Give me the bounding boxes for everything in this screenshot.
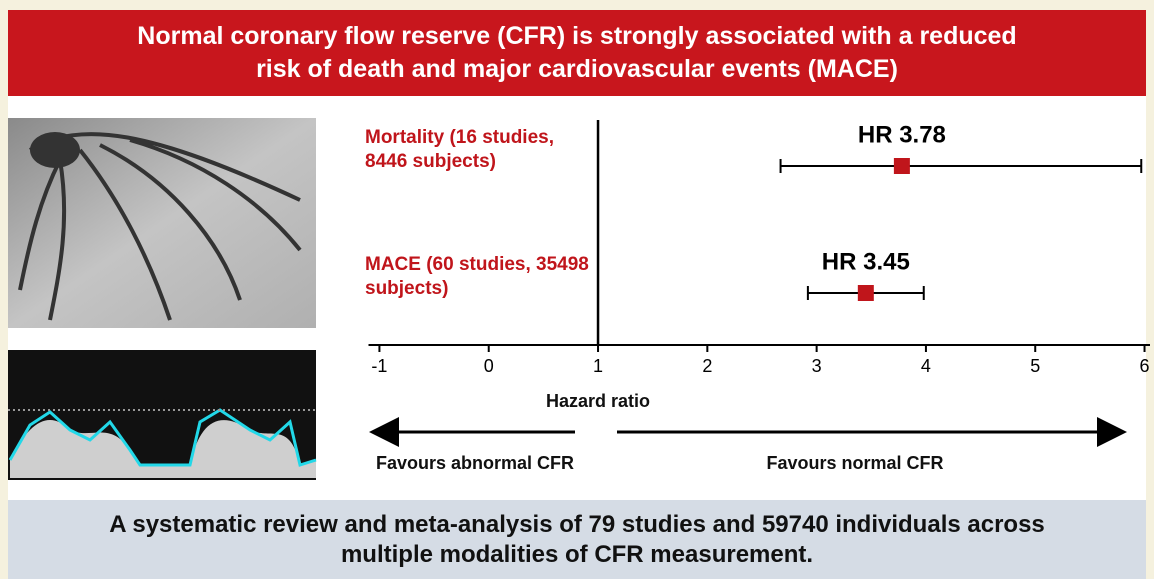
x-tick-label: 6 (1140, 356, 1150, 376)
value-label: HR 3.45 (822, 248, 910, 275)
category-label: MACE (60 studies, 35498 subjects) (365, 253, 595, 301)
x-tick-label: 1 (593, 356, 603, 376)
x-axis-label: Hazard ratio (488, 390, 708, 412)
annotation: Favours abnormal CFR (365, 452, 585, 474)
x-tick-label: 3 (812, 356, 822, 376)
value-label: HR 3.78 (858, 121, 946, 148)
x-tick-label: 0 (484, 356, 494, 376)
x-tick-label: 4 (921, 356, 931, 376)
annotation: Favours normal CFR (745, 452, 965, 474)
point-estimate (858, 285, 874, 301)
x-tick-label: -1 (371, 356, 387, 376)
doppler-image (8, 350, 316, 480)
x-tick-label: 5 (1030, 356, 1040, 376)
category-label: Mortality (16 studies, 8446 subjects) (365, 126, 595, 174)
graphical-abstract: Normal coronary flow reserve (CFR) is st… (0, 0, 1154, 579)
angiogram-image (8, 118, 316, 328)
point-estimate (894, 158, 910, 174)
x-tick-label: 2 (702, 356, 712, 376)
